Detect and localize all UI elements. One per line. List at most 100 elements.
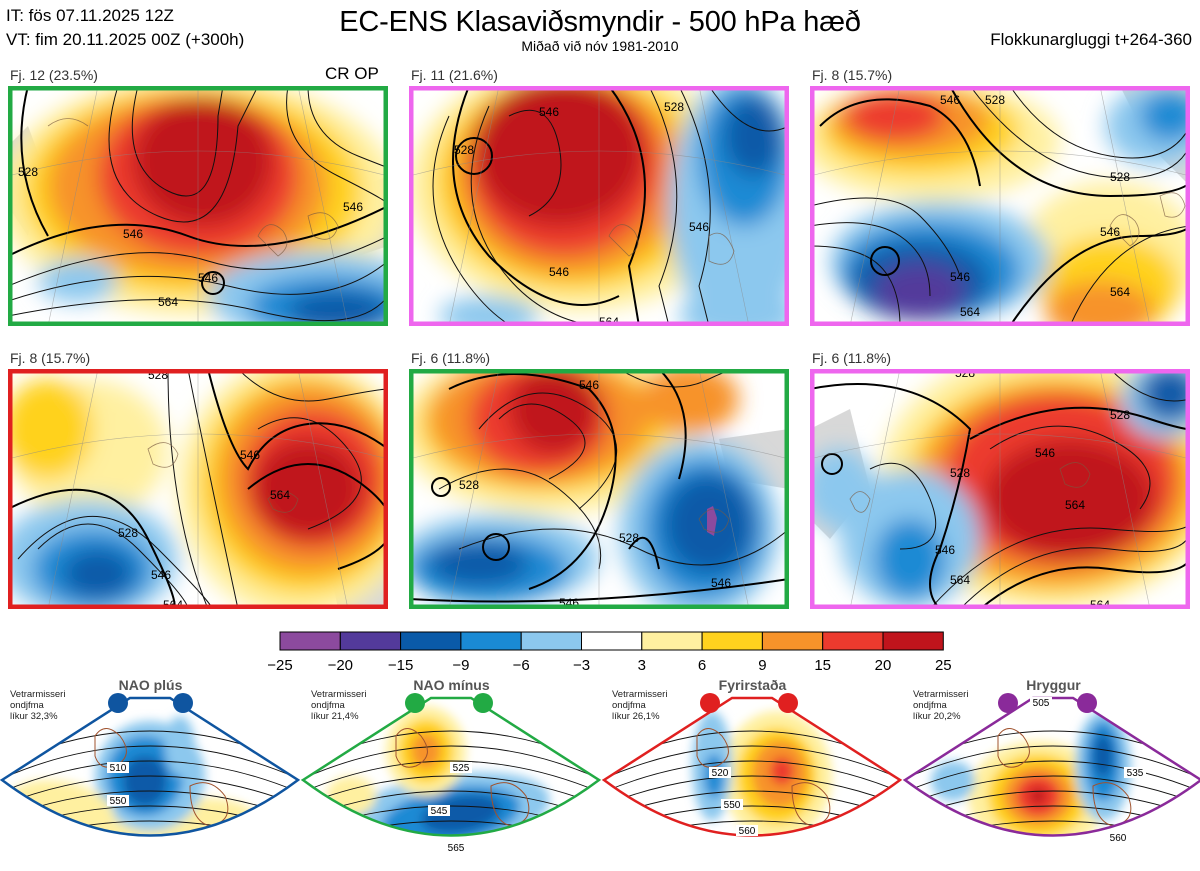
height-contour [0, 836, 301, 862]
regime-border [301, 696, 602, 837]
colorbar-segment [581, 631, 643, 651]
regime-title: NAO plús [118, 677, 183, 693]
contour-label: 528 [118, 526, 138, 540]
height-contour [2, 745, 298, 785]
regime-marker-dot [700, 693, 720, 713]
cluster-map-1: 546 528 546 546 564 [8, 86, 388, 326]
regime-panel-nao_minus: 525 545 565 NAO mínus Vetrarmisseri ondjfma lí… [301, 676, 602, 871]
cluster-label-2: Fj. 11 (21.6%) [411, 67, 498, 83]
regime-contour-label: 525 [453, 763, 470, 774]
height-contour [604, 775, 900, 811]
regime-marker-dot [405, 693, 425, 713]
height-contour [602, 851, 903, 871]
regime-marker-dot [778, 693, 798, 713]
contour-label: 546 [1100, 225, 1120, 239]
regime-contour-label: 535 [1127, 768, 1144, 779]
regime-note-line: líkur 32,3% [10, 711, 58, 722]
regime-panel-hryggur: 505 535 560 Hryggur Vetrarmisseri ondjfma líku… [903, 676, 1200, 871]
colorbar-segment [339, 631, 402, 651]
colorbar-tick-label: −20 [328, 657, 353, 674]
colorbar-segment [882, 631, 944, 651]
anomaly-blob [123, 756, 167, 806]
contour-label-bg [107, 762, 129, 773]
cluster-label-5: Fj. 6 (11.8%) [411, 350, 491, 366]
cluster-border-4 [8, 369, 388, 609]
regime-marker-dot [998, 693, 1018, 713]
page-title: EC-ENS Klasaviðsmyndir - 500 hPa hæð [339, 6, 861, 38]
contour-label: 546 [689, 220, 709, 234]
colorbar-segment [822, 631, 884, 651]
contour-label: 528 [985, 93, 1005, 107]
height-contour [905, 820, 1200, 836]
contour-label: 546 [1035, 446, 1055, 460]
colorbar-tick-label: −3 [573, 657, 590, 674]
regime-contour-label: 565 [448, 843, 465, 854]
cluster-label-4: Fj. 8 (15.7%) [10, 350, 91, 366]
regime-panel-nao_plus: 510 550 NAO plús Vetrarmisseri ondjfma líkur … [0, 676, 301, 871]
contour-label: 564 [950, 573, 970, 587]
regime-panel-fyrirstada: 520 550 560 Fyrirstaða Vetrarmisseri ondjfma l… [602, 676, 903, 871]
contour-label: 564 [960, 305, 980, 319]
height-contour [604, 745, 900, 785]
contour-label: 564 [1090, 598, 1110, 609]
contour-label-bg [107, 795, 129, 806]
regime-border [903, 696, 1200, 837]
cluster-border-3 [810, 86, 1190, 326]
anomaly-blob [165, 716, 195, 776]
anomaly-blob [770, 757, 794, 785]
contour-label: 564 [1065, 498, 1085, 512]
colorbar-tick-label: 25 [935, 657, 952, 674]
valid-time: VT: fim 20.11.2025 00Z (+300h) [6, 30, 245, 49]
cluster-map-5: 528 546 528 546 546 [409, 369, 789, 609]
regime-title: Hryggur [1026, 677, 1081, 693]
height-contour [905, 760, 1200, 798]
contour-label: 564 [163, 598, 183, 609]
anomaly-blob [931, 761, 975, 801]
contour-label: 528 [18, 165, 38, 179]
regime-note-line: líkur 20,2% [913, 711, 961, 722]
regime-note-line: Vetrarmisseri [612, 689, 668, 700]
height-contour [604, 820, 900, 836]
cluster-map-2: 546 528 528 546 546 564 [409, 86, 789, 326]
cluster-label-6: Fj. 6 (11.8%) [812, 350, 892, 366]
regime-marker-dot [1077, 693, 1097, 713]
regime-title: Fyrirstaða [718, 677, 787, 693]
height-contour [303, 820, 599, 836]
page-subtitle: Miðað við nóv 1981-2010 [521, 38, 679, 54]
contour-label-bg [445, 842, 467, 853]
contour-label: 546 [343, 200, 363, 214]
height-contour [905, 775, 1200, 811]
contour-label-bg [721, 799, 743, 810]
cluster-border-1 [8, 86, 388, 326]
contour-label: 528 [950, 466, 970, 480]
contour-label: 564 [158, 295, 178, 309]
colorbar-tick-label: −15 [388, 657, 413, 674]
regime-note-line: ondjfma [311, 700, 345, 711]
colorbar-segment [641, 631, 703, 651]
height-contour [903, 836, 1200, 862]
cluster-label-1: Fj. 12 (23.5%) [10, 67, 98, 83]
height-contour [301, 851, 602, 871]
regime-contour-label: 550 [724, 800, 741, 811]
regime-contour-label: 560 [1110, 833, 1127, 844]
regime-border [0, 696, 301, 837]
regime-note-line: ondjfma [10, 700, 44, 711]
contour-label-bg [428, 805, 450, 816]
contour-label: 564 [1110, 285, 1130, 299]
contour-label: 546 [151, 568, 171, 582]
header-info: IT: fös 07.11.2025 12Z VT: fim 20.11.202… [6, 4, 244, 52]
colorbar: −25 −20 −15 −9 −6 −3 3 6 9 15 20 25 [267, 631, 952, 674]
colorbar-segment [279, 631, 341, 651]
contour-label: 546 [935, 543, 955, 557]
contour-label: 528 [619, 531, 639, 545]
height-contour [602, 836, 903, 862]
regime-note-line: Vetrarmisseri [10, 689, 66, 700]
regime-contour-label: 550 [110, 796, 127, 807]
contour-label: 546 [950, 270, 970, 284]
regime-note: Vetrarmisseri ondjfma líkur 21,4% [311, 689, 366, 722]
regime-contour-label: 520 [712, 768, 729, 779]
cluster-border-2 [409, 86, 789, 326]
contour-label: 528 [1110, 170, 1130, 184]
cluster-label-3: Fj. 8 (15.7%) [812, 67, 893, 83]
regime-marker-dot [473, 693, 493, 713]
